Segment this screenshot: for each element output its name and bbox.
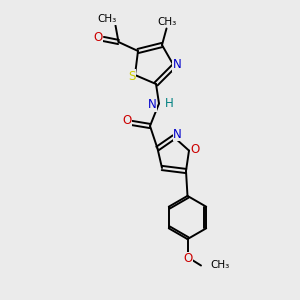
Text: S: S [128, 70, 136, 83]
Text: O: O [190, 142, 200, 156]
Text: O: O [94, 31, 103, 44]
Text: N: N [172, 58, 182, 71]
Text: CH₃: CH₃ [210, 260, 229, 271]
Text: H: H [165, 97, 174, 110]
Text: CH₃: CH₃ [97, 14, 116, 25]
Text: CH₃: CH₃ [157, 17, 176, 27]
Text: O: O [122, 114, 131, 127]
Text: O: O [183, 252, 192, 265]
Text: N: N [148, 98, 157, 112]
Text: N: N [173, 128, 182, 141]
